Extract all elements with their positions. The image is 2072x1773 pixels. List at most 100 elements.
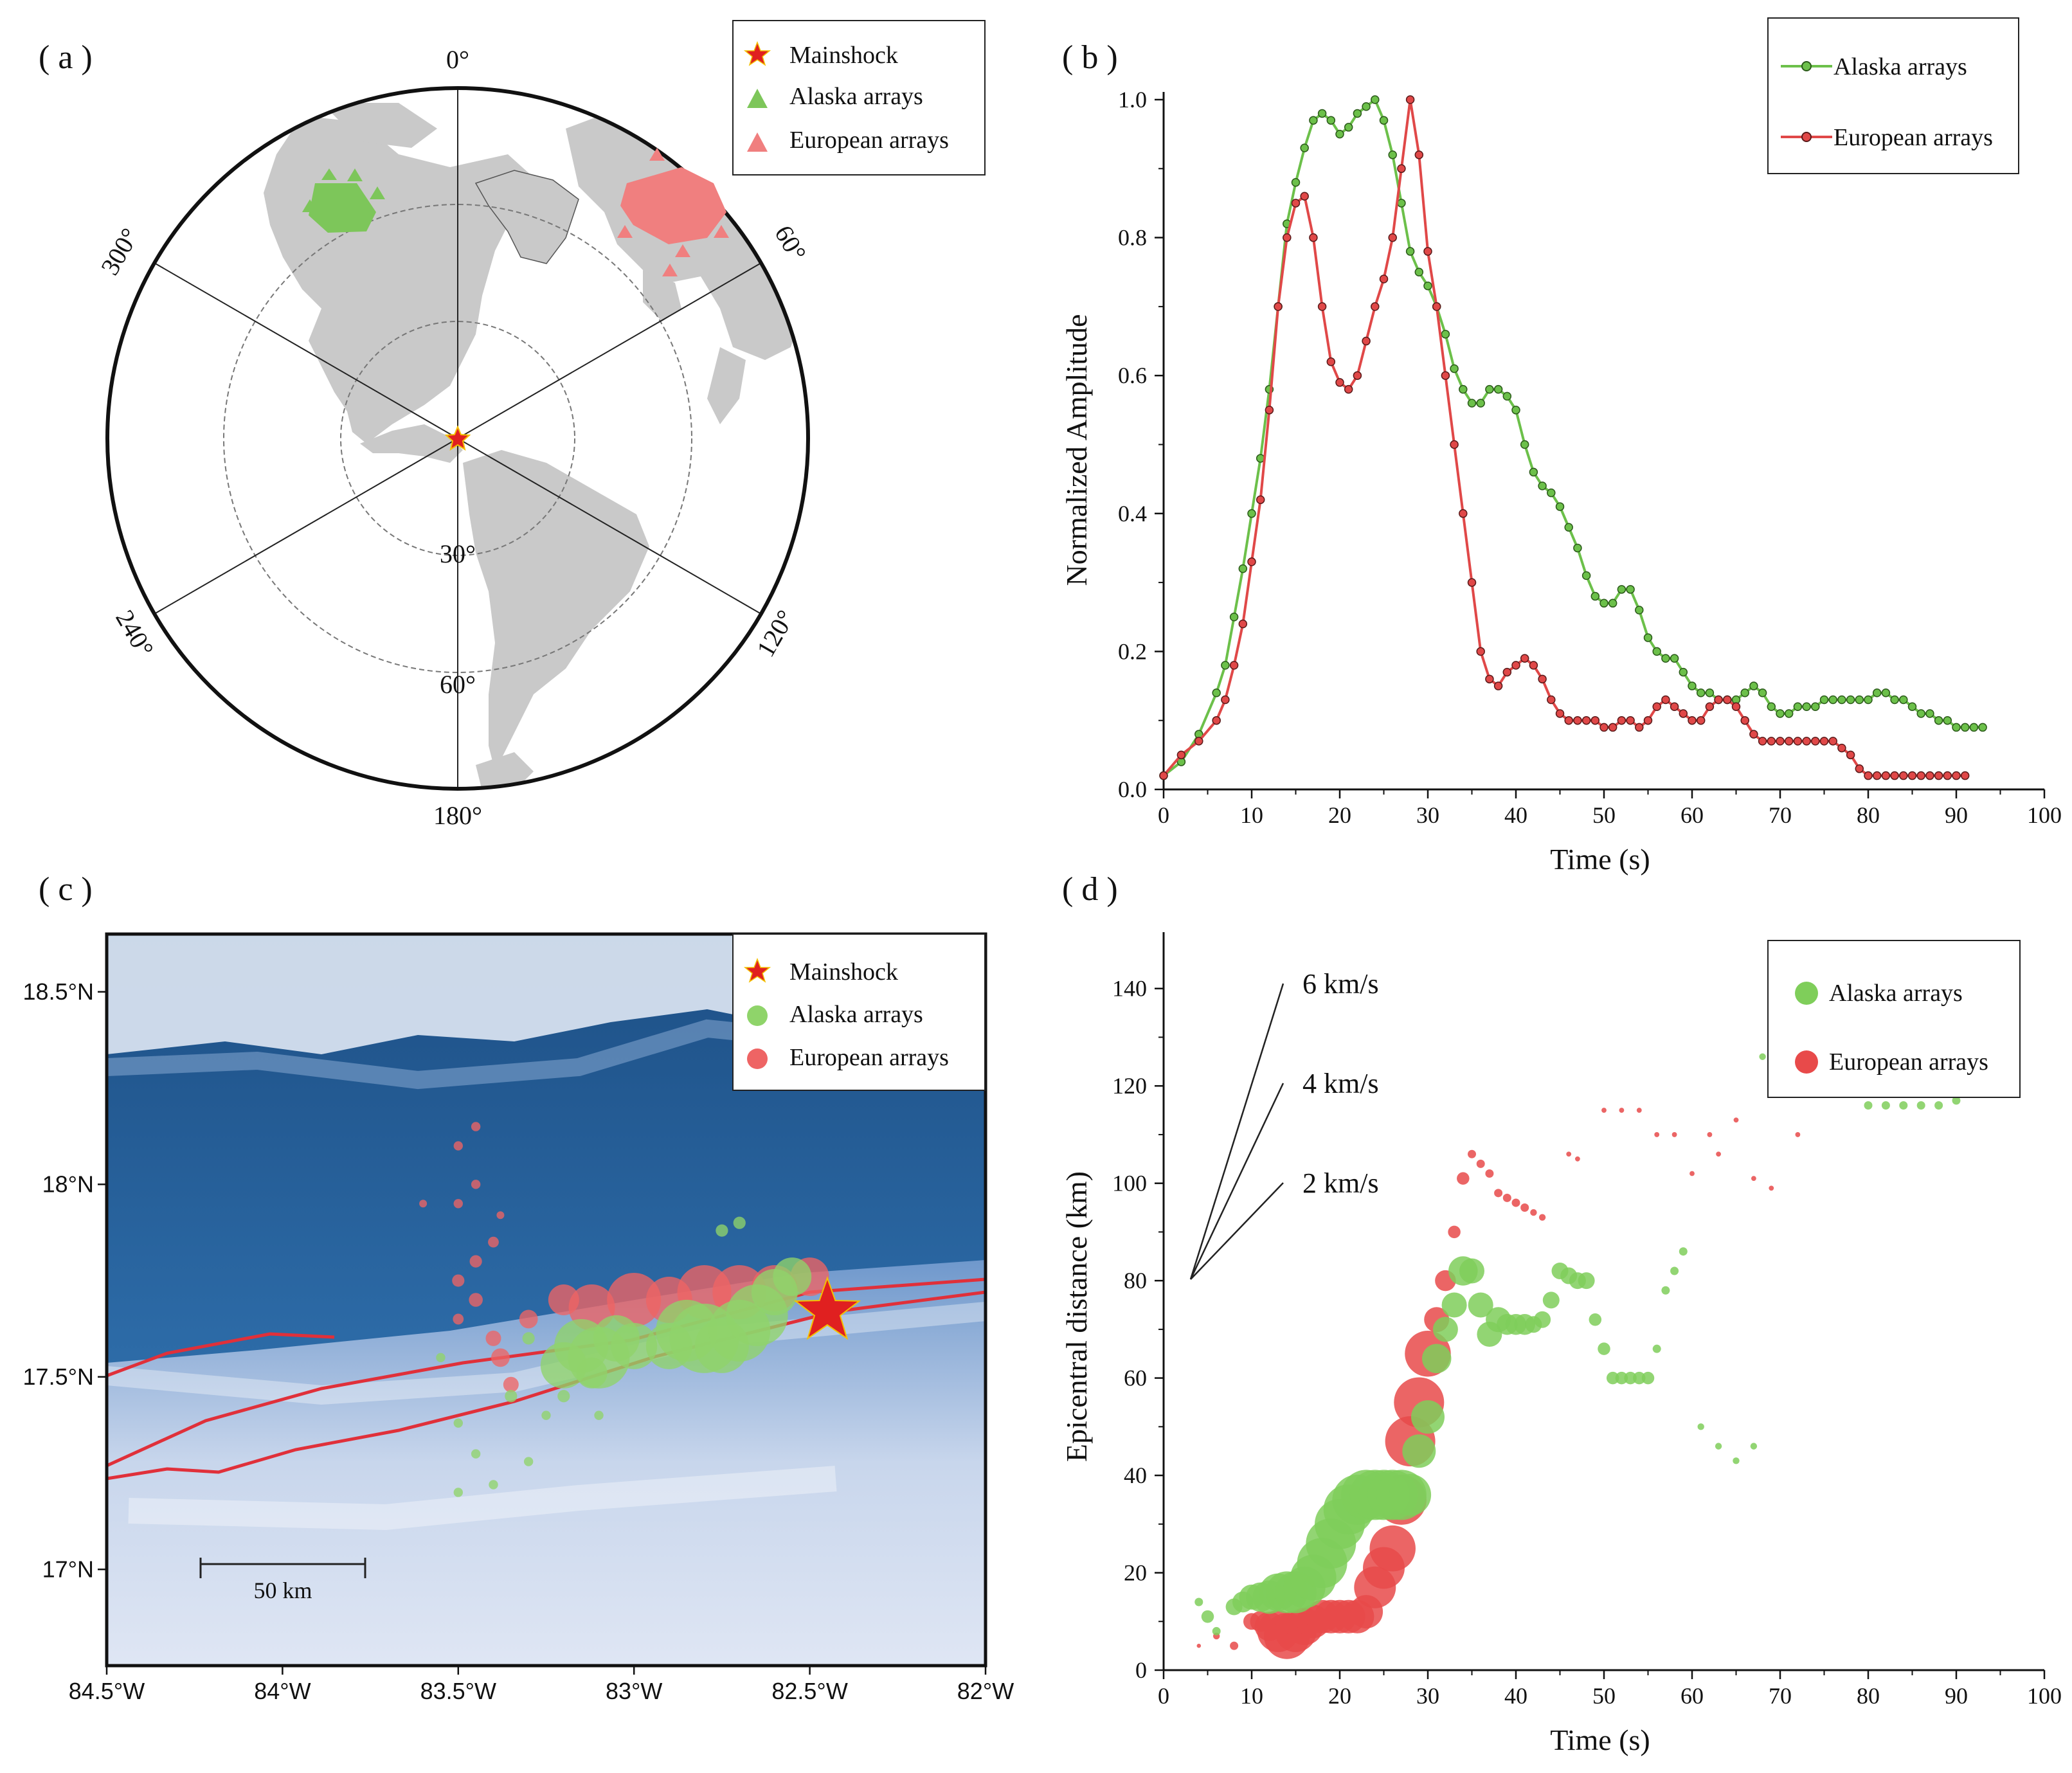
data-point-alaska — [1411, 1400, 1445, 1434]
data-point-alaska — [773, 1257, 812, 1297]
data-point-alaska — [1485, 384, 1494, 394]
data-point-alaska — [1590, 591, 1600, 601]
data-point-european — [1670, 702, 1679, 711]
data-point-alaska — [1212, 688, 1221, 698]
axes-d-x-tick-label: 10 — [1240, 1683, 1263, 1709]
data-point-alaska — [1520, 440, 1529, 449]
data-point-european — [1795, 1132, 1801, 1137]
data-point-alaska — [1511, 406, 1520, 415]
data-point-european — [1405, 95, 1415, 104]
data-point-european — [1247, 557, 1256, 566]
data-point-alaska — [1802, 702, 1811, 711]
data-point-european — [1899, 771, 1908, 780]
legend-c-alaska-label: Alaska arrays — [789, 1001, 923, 1028]
data-point-european — [1707, 1132, 1713, 1137]
axes-b-x-tick-label: 40 — [1504, 802, 1527, 828]
data-point-european — [1619, 1108, 1625, 1113]
data-point-alaska — [1459, 384, 1468, 394]
map-c-border — [105, 932, 987, 1668]
data-point-alaska — [557, 1390, 570, 1403]
data-point-alaska — [1201, 1610, 1214, 1623]
data-point-european — [1176, 750, 1186, 760]
data-point-european — [1679, 709, 1688, 718]
legend-b-european-label: European arrays — [1833, 124, 1993, 151]
data-point-european — [471, 1180, 481, 1189]
data-point-alaska — [1534, 1311, 1551, 1328]
data-point-european — [1511, 661, 1520, 670]
velocity-line-6 — [1189, 983, 1284, 1280]
data-point-alaska — [1414, 267, 1424, 276]
data-point-alaska — [611, 1322, 658, 1369]
axes-c-x-tick-label: 82.5°W — [771, 1678, 847, 1704]
data-point-alaska — [1212, 1626, 1221, 1635]
data-point-alaska — [1379, 116, 1389, 125]
axes-b-x-tick-label: 70 — [1769, 802, 1792, 828]
data-point-alaska — [1326, 116, 1336, 125]
data-point-european — [453, 1141, 463, 1151]
panel-b: ( b ) 0 10 20 30 40 50 60 70 80 90 100 0.0 0.2 0.4 0.6… — [1060, 17, 2062, 876]
data-point-european — [1855, 764, 1864, 773]
data-point-european — [1654, 1132, 1660, 1137]
data-point-european — [1353, 371, 1362, 380]
data-point-alaska — [1626, 585, 1635, 594]
axes-c: 84.5°W 84°W 83.5°W 83°W 82.5°W 82°W 17°N 17.5°N… — [23, 978, 1014, 1704]
data-point-european — [1538, 674, 1547, 684]
data-point-european — [1538, 1214, 1546, 1221]
axes-d-x-tick-label: 80 — [1857, 1683, 1880, 1709]
legend-d-alaska-label: Alaska arrays — [1829, 980, 1963, 1007]
west-africa-land — [707, 347, 746, 424]
data-point-european — [1776, 737, 1785, 746]
data-point-alaska — [1960, 723, 1970, 732]
data-point-alaska — [1335, 129, 1344, 139]
data-point-alaska — [1855, 695, 1864, 705]
data-point-alaska — [1467, 399, 1477, 408]
data-point-alaska — [1468, 1292, 1493, 1318]
data-point-european — [1811, 737, 1820, 746]
data-point-alaska — [1688, 681, 1697, 690]
legend-d-european-label: European arrays — [1829, 1048, 1988, 1076]
data-point-alaska — [1421, 1344, 1452, 1374]
data-point-alaska — [1881, 688, 1891, 698]
southern-land — [476, 752, 534, 789]
azimuth-label-0: 0° — [446, 45, 469, 74]
series-line-alaska — [1162, 97, 1983, 777]
data-point-alaska — [1758, 688, 1767, 698]
data-point-european — [1291, 199, 1301, 208]
legend-a-mainshock-icon — [743, 40, 771, 66]
data-point-alaska — [1767, 702, 1776, 711]
legend-c-alaska-icon — [747, 1005, 768, 1026]
panel-a-label: ( a ) — [39, 39, 93, 76]
axes-d-x-tick-label: 70 — [1769, 1683, 1792, 1709]
data-point-european — [1714, 695, 1723, 705]
axes-d-y-tick-label: 100 — [1112, 1171, 1147, 1196]
data-point-alaska — [1221, 661, 1230, 670]
axes-b-x-tick-label: 100 — [2027, 802, 2062, 828]
data-point-alaska — [1811, 702, 1820, 711]
axes-b-y-tick-label: 0.0 — [1118, 777, 1147, 802]
data-point-alaska — [1899, 695, 1908, 705]
legend-b-alaska-marker — [1801, 61, 1812, 71]
data-point-european — [1529, 661, 1538, 670]
data-point-alaska — [1635, 606, 1644, 615]
velocity-line-2 — [1190, 1182, 1284, 1280]
axes-b-x-tick-label: 80 — [1857, 802, 1880, 828]
axes-d-x-tick-label: 100 — [2027, 1683, 2062, 1709]
data-point-alaska — [1633, 1371, 1646, 1385]
axes-d-x-tick-label: 20 — [1328, 1683, 1351, 1709]
data-point-alaska — [471, 1449, 481, 1459]
axes-d-y-tick-label: 80 — [1124, 1268, 1147, 1293]
data-point-alaska — [1679, 1247, 1688, 1256]
data-point-european — [1960, 771, 1970, 780]
data-point-alaska — [1679, 667, 1688, 677]
data-point-european — [1493, 681, 1503, 690]
data-point-european — [1573, 716, 1582, 725]
data-point-alaska — [1776, 709, 1785, 718]
south-america-land — [463, 450, 649, 771]
data-point-alaska — [716, 1224, 728, 1237]
data-point-european — [1837, 743, 1846, 753]
data-point-alaska — [1547, 488, 1556, 498]
data-point-european — [1441, 371, 1450, 380]
data-point-alaska — [1661, 654, 1670, 663]
data-point-european — [1643, 716, 1653, 725]
